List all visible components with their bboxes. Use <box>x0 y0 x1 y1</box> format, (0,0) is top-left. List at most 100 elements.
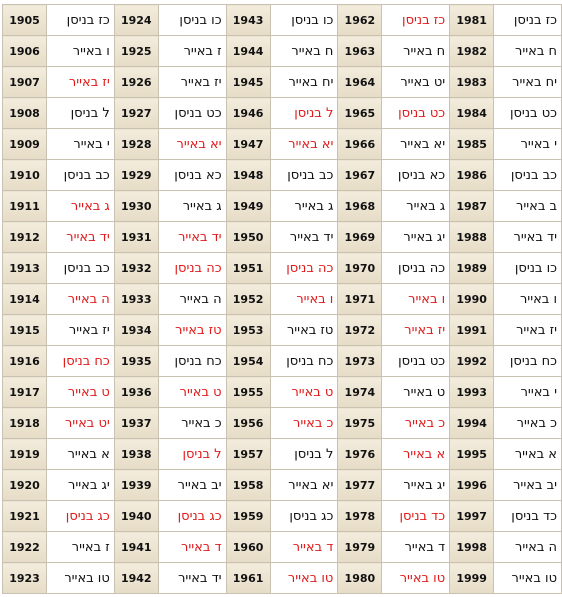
date-cell: ג באייר <box>157 190 227 222</box>
year-cell: 1980 <box>337 562 383 594</box>
date-cell: ט באייר <box>269 376 339 408</box>
date-cell: כא בניסן <box>157 159 227 191</box>
year-cell: 1932 <box>113 252 159 284</box>
date-cell: י באייר <box>493 128 562 160</box>
table-row: 1913 כב בניסן 1932 כה בניסן 1951 כה בניסן 1970… <box>1 252 562 284</box>
year-cell: 1911 <box>1 190 48 222</box>
date-cell: כז בניסן <box>493 4 562 36</box>
year-cell: 1914 <box>1 283 48 315</box>
date-cell: ו באייר <box>493 283 562 315</box>
date-cell: יא באייר <box>381 128 451 160</box>
year-cell: 1999 <box>449 562 495 594</box>
year-cell: 1944 <box>225 35 271 67</box>
table-row: 1922 ז באייר 1941 ד באייר 1960 ד באייר 1979 ד ב… <box>1 531 562 563</box>
year-cell: 1965 <box>337 97 383 129</box>
year-cell: 1916 <box>1 345 48 377</box>
year-cell: 1967 <box>337 159 383 191</box>
date-cell: כה בניסן <box>157 252 227 284</box>
year-cell: 1945 <box>225 66 271 98</box>
date-cell: כט בניסן <box>381 345 451 377</box>
date-cell: כג בניסן <box>269 500 339 532</box>
date-cell: כז בניסן <box>46 4 115 36</box>
date-cell: כג בניסן <box>46 500 115 532</box>
table-row: 1917 ט באייר 1936 ט באייר 1955 ט באייר 1974 ט ב… <box>1 376 562 408</box>
year-cell: 1913 <box>1 252 48 284</box>
table-row: 1910 כב בניסן 1929 כא בניסן 1948 כב בניסן 1967… <box>1 159 562 191</box>
year-cell: 1907 <box>1 66 48 98</box>
year-cell: 1951 <box>225 252 271 284</box>
table-row: 1921 כג בניסן 1940 כג בניסן 1959 כג בניסן 1978… <box>1 500 562 532</box>
date-cell: ל בניסן <box>46 97 115 129</box>
year-cell: 1943 <box>225 4 271 36</box>
year-cell: 1989 <box>449 252 495 284</box>
date-cell: יג באייר <box>381 221 451 253</box>
table-row: 1906 ו באייר 1925 ז באייר 1944 ח באייר 1963 ח ב… <box>1 35 562 67</box>
year-cell: 1964 <box>337 66 383 98</box>
year-cell: 1974 <box>337 376 383 408</box>
date-cell: ד באייר <box>381 531 451 563</box>
date-cell: יב באייר <box>157 469 227 501</box>
year-cell: 1918 <box>1 407 48 439</box>
year-cell: 1906 <box>1 35 48 67</box>
date-cell: טו באייר <box>269 562 339 594</box>
date-cell: ח באייר <box>269 35 339 67</box>
date-cell: כח בניסן <box>46 345 115 377</box>
year-cell: 1953 <box>225 314 271 346</box>
year-cell: 1990 <box>449 283 495 315</box>
date-cell: כו בניסן <box>269 4 339 36</box>
year-cell: 1937 <box>113 407 159 439</box>
date-cell: יד באייר <box>269 221 339 253</box>
date-cell: ו באייר <box>381 283 451 315</box>
date-cell: ח באייר <box>493 35 562 67</box>
date-cell: יז באייר <box>157 66 227 98</box>
year-cell: 1912 <box>1 221 48 253</box>
year-cell: 1982 <box>449 35 495 67</box>
year-cell: 1979 <box>337 531 383 563</box>
date-cell: ב באייר <box>493 190 562 222</box>
date-cell: יד באייר <box>157 221 227 253</box>
year-cell: 1963 <box>337 35 383 67</box>
year-cell: 1931 <box>113 221 159 253</box>
year-cell: 1956 <box>225 407 271 439</box>
date-cell: כה בניסן <box>381 252 451 284</box>
year-cell: 1934 <box>113 314 159 346</box>
year-cell: 1935 <box>113 345 159 377</box>
date-cell: ה באייר <box>493 531 562 563</box>
year-cell: 1991 <box>449 314 495 346</box>
date-cell: טו באייר <box>493 562 562 594</box>
table-row: 1916 כח בניסן 1935 כח בניסן 1954 כח בניסן 1973… <box>1 345 562 377</box>
year-cell: 1978 <box>337 500 383 532</box>
date-cell: כב בניסן <box>46 159 115 191</box>
table-row: 1909 י באייר 1928 יא באייר 1947 יא באייר 1966 י… <box>1 128 562 160</box>
date-cell: ט באייר <box>381 376 451 408</box>
date-cell: א באייר <box>381 438 451 470</box>
date-cell: כ באייר <box>269 407 339 439</box>
date-cell: ח באייר <box>381 35 451 67</box>
date-cell: יט באייר <box>381 66 451 98</box>
year-cell: 1995 <box>449 438 495 470</box>
year-cell: 1977 <box>337 469 383 501</box>
date-cell: כ באייר <box>493 407 562 439</box>
date-cell: כב בניסן <box>493 159 562 191</box>
date-cell: יד באייר <box>493 221 562 253</box>
date-cell: יח באייר <box>493 66 562 98</box>
year-cell: 1972 <box>337 314 383 346</box>
date-cell: טז באייר <box>269 314 339 346</box>
year-cell: 1933 <box>113 283 159 315</box>
table-row: 1915 יז באייר 1934 טז באייר 1953 טז באייר 1972… <box>1 314 562 346</box>
year-cell: 1957 <box>225 438 271 470</box>
date-cell: כט בניסן <box>493 97 562 129</box>
date-cell: יח באייר <box>269 66 339 98</box>
table-row: 1911 ג באייר 1930 ג באייר 1949 ג באייר 1968 ג ב… <box>1 190 562 222</box>
year-cell: 1927 <box>113 97 159 129</box>
date-table: 1905 כז בניסן 1924 כו בניסן 1943 כו בניסן 1962… <box>1 4 562 594</box>
date-cell: ד באייר <box>157 531 227 563</box>
date-cell: כה בניסן <box>269 252 339 284</box>
year-cell: 1905 <box>1 4 48 36</box>
date-cell: כח בניסן <box>157 345 227 377</box>
date-cell: ל בניסן <box>269 438 339 470</box>
table-row: 1905 כז בניסן 1924 כו בניסן 1943 כו בניסן 1962… <box>1 4 562 36</box>
year-cell: 1985 <box>449 128 495 160</box>
date-cell: ט באייר <box>46 376 115 408</box>
year-cell: 1987 <box>449 190 495 222</box>
